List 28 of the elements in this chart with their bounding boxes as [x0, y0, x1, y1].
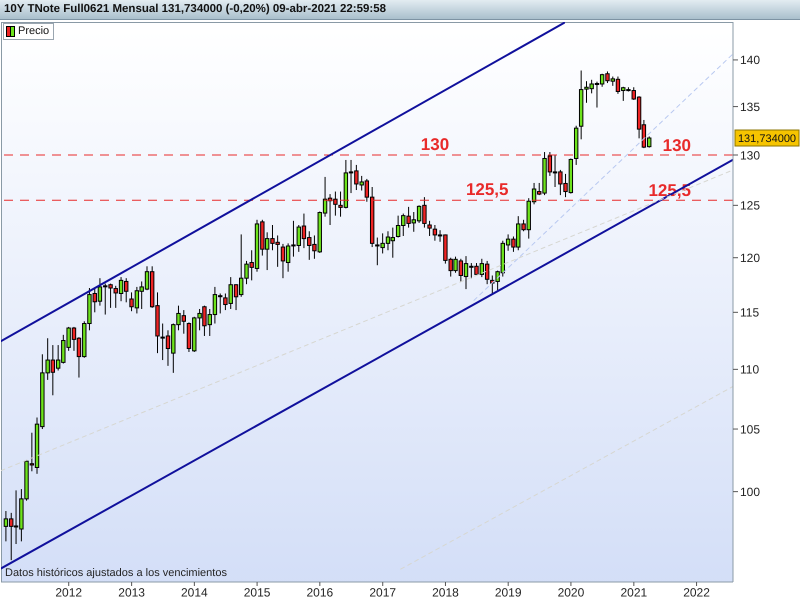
- text: 131,734000: [738, 133, 796, 146]
- y-tick-label: 125: [740, 198, 760, 213]
- y-tick-label: 120: [740, 250, 760, 265]
- x-tick-label: 2013: [118, 586, 146, 600]
- annotation: Datos históricos ajustados a los vencimientos: [5, 567, 227, 579]
- x-tick-label: 2022: [683, 586, 710, 600]
- y-tick-label: 130: [740, 148, 760, 162]
- y-tick-label: 135: [740, 100, 760, 114]
- x-tick-label: 2017: [369, 586, 396, 600]
- x-tick-label: 2021: [620, 586, 648, 600]
- x-tick-label: 2016: [306, 586, 334, 600]
- x-tick-label: 2019: [494, 586, 522, 600]
- y-tick-label: 115: [740, 306, 760, 320]
- y-tick-label: 140: [740, 53, 760, 68]
- chart-title: 10Y TNote Full0621 Mensual 131,734000 (-0,20%) 09-abr-2021 22:59:58: [4, 3, 386, 15]
- x-tick-label: 2018: [432, 586, 460, 600]
- x-tick-label: 2015: [244, 586, 271, 600]
- y-tick-label: 105: [740, 422, 760, 436]
- candlestick: [427, 220, 432, 236]
- legend-label: Precio: [18, 25, 50, 38]
- y-tick-label: 100: [740, 484, 760, 499]
- y-tick-label: 110: [740, 362, 760, 377]
- x-tick-label: 2020: [558, 586, 585, 600]
- annotation: 130: [420, 135, 450, 154]
- x-tick-label: 2012: [55, 586, 82, 600]
- annotation: 125,5: [466, 180, 508, 200]
- ref-line-label: 130: [662, 136, 691, 156]
- x-tick-label: 2014: [181, 586, 208, 600]
